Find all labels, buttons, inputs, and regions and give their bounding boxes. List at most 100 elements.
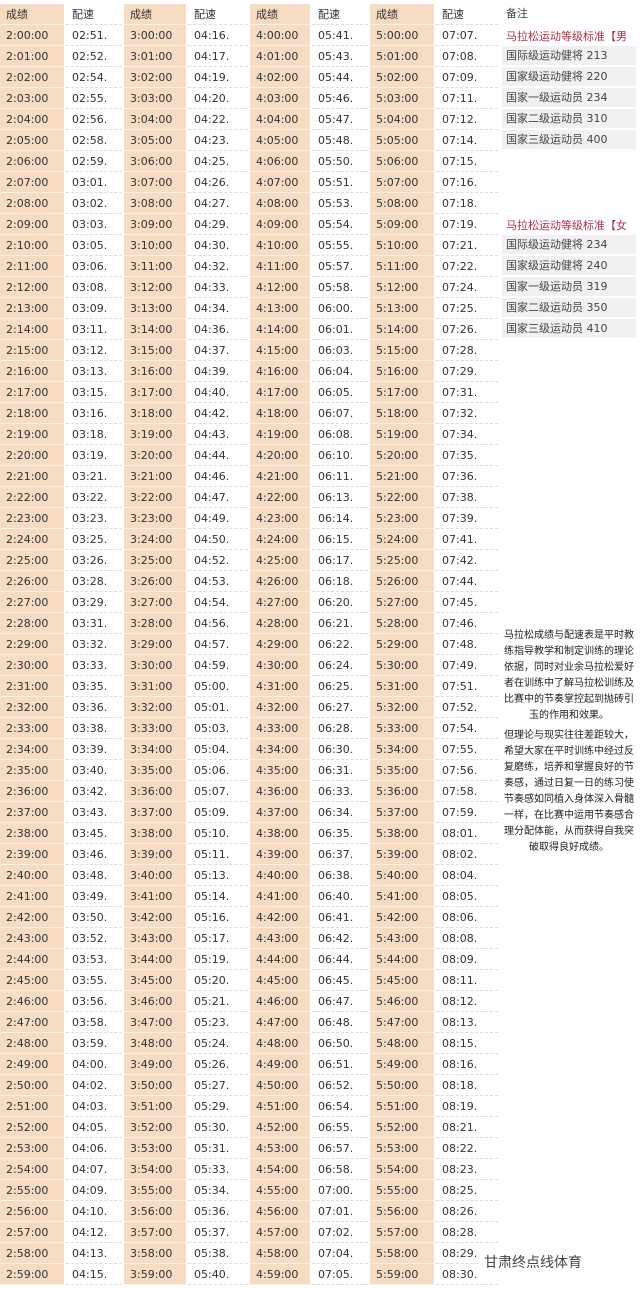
time-cell: 3:20:00 [124, 445, 186, 466]
grade-item: 国家二级运动员 310 [502, 109, 636, 128]
pace-cell: 08:21. [436, 1117, 498, 1138]
time-cell: 5:55:00 [370, 1180, 434, 1201]
time-cell: 2:17:00 [0, 382, 64, 403]
time-cell: 5:04:00 [370, 109, 434, 130]
header-cell: 配速 [312, 4, 368, 25]
pace-cell: 04:47. [188, 487, 248, 508]
pace-cell: 06:05. [312, 382, 368, 403]
pace-cell: 07:32. [436, 403, 498, 424]
pace-cell: 06:21. [312, 613, 368, 634]
pace-cell: 02:55. [66, 88, 122, 109]
time-cell: 2:20:00 [0, 445, 64, 466]
time-cell: 3:45:00 [124, 970, 186, 991]
pace-cell: 04:19. [188, 67, 248, 88]
pace-cell: 07:41. [436, 529, 498, 550]
time-cell: 3:46:00 [124, 991, 186, 1012]
pace-cell: 07:34. [436, 424, 498, 445]
grade-item: 国家三级运动员 410 [502, 319, 636, 338]
pace-cell: 06:01. [312, 319, 368, 340]
time-cell: 3:38:00 [124, 823, 186, 844]
time-cell: 3:16:00 [124, 361, 186, 382]
time-cell: 3:37:00 [124, 802, 186, 823]
time-cell: 2:55:00 [0, 1180, 64, 1201]
pace-cell: 05:53. [312, 193, 368, 214]
time-cell: 4:53:00 [250, 1138, 310, 1159]
pace-cell: 08:06. [436, 907, 498, 928]
pace-cell: 06:00. [312, 298, 368, 319]
time-cell: 2:45:00 [0, 970, 64, 991]
time-cell: 5:40:00 [370, 865, 434, 886]
time-cell: 2:47:00 [0, 1012, 64, 1033]
time-cell: 2:34:00 [0, 739, 64, 760]
pace-cell: 08:04. [436, 865, 498, 886]
time-cell: 5:53:00 [370, 1138, 434, 1159]
time-cell: 4:03:00 [250, 88, 310, 109]
time-cell: 4:52:00 [250, 1117, 310, 1138]
time-cell: 5:32:00 [370, 697, 434, 718]
pace-cell: 04:49. [188, 508, 248, 529]
time-cell: 4:16:00 [250, 361, 310, 382]
time-cell: 5:11:00 [370, 256, 434, 277]
time-cell: 3:01:00 [124, 46, 186, 67]
pace-cell: 04:16. [188, 25, 248, 46]
pace-cell: 03:38. [66, 718, 122, 739]
time-cell: 4:42:00 [250, 907, 310, 928]
time-cell: 2:07:00 [0, 172, 64, 193]
pace-cell: 03:15. [66, 382, 122, 403]
time-cell: 3:53:00 [124, 1138, 186, 1159]
pace-cell: 07:29. [436, 361, 498, 382]
pace-cell: 04:12. [66, 1222, 122, 1243]
time-cell: 5:50:00 [370, 1075, 434, 1096]
pace-cell: 06:28. [312, 718, 368, 739]
time-cell: 2:48:00 [0, 1033, 64, 1054]
time-cell: 3:24:00 [124, 529, 186, 550]
time-cell: 3:56:00 [124, 1201, 186, 1222]
grade-item: 国家三级运动员 400 [502, 130, 636, 149]
time-cell: 2:31:00 [0, 676, 64, 697]
pace-cell: 03:05. [66, 235, 122, 256]
pace-cell: 02:59. [66, 151, 122, 172]
pace-cell: 07:52. [436, 697, 498, 718]
pace-cell: 07:14. [436, 130, 498, 151]
pace-cell: 04:54. [188, 592, 248, 613]
pace-cell: 05:37. [188, 1222, 248, 1243]
pace-cell: 05:27. [188, 1075, 248, 1096]
pace-cell: 05:33. [188, 1159, 248, 1180]
pace-cell: 04:44. [188, 445, 248, 466]
pace-cell: 07:04. [312, 1243, 368, 1264]
time-cell: 4:58:00 [250, 1243, 310, 1264]
time-cell: 2:39:00 [0, 844, 64, 865]
time-cell: 2:33:00 [0, 718, 64, 739]
pace-cell: 03:53. [66, 949, 122, 970]
pace-cell: 04:43. [188, 424, 248, 445]
time-cell: 3:12:00 [124, 277, 186, 298]
time-cell: 3:10:00 [124, 235, 186, 256]
pace-cell: 08:19. [436, 1096, 498, 1117]
time-cell: 5:36:00 [370, 781, 434, 802]
pace-cell: 02:56. [66, 109, 122, 130]
pace-cell: 04:07. [66, 1159, 122, 1180]
pace-cell: 07:38. [436, 487, 498, 508]
pace-cell: 04:22. [188, 109, 248, 130]
pace-cell: 03:13. [66, 361, 122, 382]
time-cell: 3:36:00 [124, 781, 186, 802]
time-cell: 5:06:00 [370, 151, 434, 172]
time-cell: 2:24:00 [0, 529, 64, 550]
pace-cell: 07:51. [436, 676, 498, 697]
time-cell: 3:42:00 [124, 907, 186, 928]
time-cell: 3:17:00 [124, 382, 186, 403]
time-cell: 2:52:00 [0, 1117, 64, 1138]
time-cell: 4:36:00 [250, 781, 310, 802]
time-cell: 5:08:00 [370, 193, 434, 214]
pace-cell: 08:15. [436, 1033, 498, 1054]
pace-cell: 07:07. [436, 25, 498, 46]
pace-cell: 05:46. [312, 88, 368, 109]
time-cell: 4:24:00 [250, 529, 310, 550]
time-cell: 4:38:00 [250, 823, 310, 844]
time-cell: 3:18:00 [124, 403, 186, 424]
pace-cell: 04:09. [66, 1180, 122, 1201]
time-cell: 4:23:00 [250, 508, 310, 529]
pace-cell: 04:39. [188, 361, 248, 382]
time-cell: 2:28:00 [0, 613, 64, 634]
time-cell: 5:28:00 [370, 613, 434, 634]
